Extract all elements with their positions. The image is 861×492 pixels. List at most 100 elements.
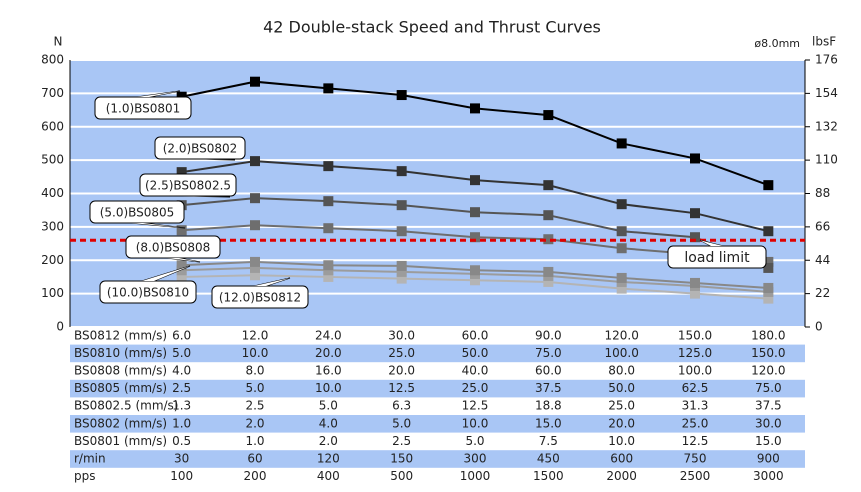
y2-tick-label: 176 <box>815 53 838 67</box>
table-cell: 25.0 <box>388 346 415 360</box>
table-cell: 10.0 <box>315 381 342 395</box>
data-marker <box>470 265 480 276</box>
table-cell: 7.5 <box>539 434 558 448</box>
table-cell: 90.0 <box>535 328 562 342</box>
table-cell: 100 <box>170 469 193 483</box>
data-marker <box>176 225 187 236</box>
table-cell: 75.0 <box>535 346 562 360</box>
table-cell: 37.5 <box>535 381 562 395</box>
data-marker <box>323 271 334 282</box>
table-cell: 4.0 <box>319 416 338 430</box>
table-cell: 50.0 <box>608 381 635 395</box>
data-marker <box>323 161 334 172</box>
table-cell: 62.5 <box>682 381 709 395</box>
series-label: (12.0)BS0812 <box>219 291 301 305</box>
table-row-band <box>70 415 805 433</box>
table-cell: 900 <box>757 452 780 466</box>
data-marker <box>396 266 407 277</box>
table-cell: 1.3 <box>172 399 191 413</box>
row-label: BS0810 (mm/s) <box>74 346 167 360</box>
table-cell: 400 <box>317 469 340 483</box>
table-cell: 25.0 <box>682 416 709 430</box>
y-tick-label: 800 <box>41 53 64 67</box>
table-cell: 60.0 <box>462 328 489 342</box>
table-cell: 2.5 <box>172 381 191 395</box>
table-cell: 150 <box>390 452 413 466</box>
data-marker <box>690 208 700 219</box>
y-tick-label: 100 <box>41 286 64 300</box>
data-marker <box>763 180 774 191</box>
table-cell: 2.5 <box>392 434 411 448</box>
y2-tick-label: 154 <box>815 86 838 100</box>
series-label: (1.0)BS0801 <box>106 102 181 116</box>
y2-tick-label: 66 <box>815 219 830 233</box>
data-marker <box>763 226 774 237</box>
data-marker <box>323 260 334 271</box>
table-cell: 5.0 <box>245 381 264 395</box>
table-cell: 150.0 <box>751 346 785 360</box>
y-tick-label: 200 <box>41 253 64 267</box>
table-cell: 15.0 <box>755 434 782 448</box>
data-marker <box>616 243 627 254</box>
data-marker <box>470 275 480 286</box>
table-cell: 75.0 <box>755 381 782 395</box>
table-cell: 12.5 <box>682 434 709 448</box>
series-label-pointer-join <box>254 278 290 286</box>
table-cell: 37.5 <box>755 399 782 413</box>
data-marker <box>323 196 334 207</box>
table-cell: 120.0 <box>751 364 785 378</box>
data-marker <box>616 199 627 210</box>
table-cell: 100.0 <box>604 346 638 360</box>
chart-title: 42 Double-stack Speed and Thrust Curves <box>263 18 601 37</box>
y-tick-label: 500 <box>41 153 64 167</box>
table-cell: 600 <box>610 452 633 466</box>
table-row-band <box>70 450 805 468</box>
data-marker <box>396 200 407 211</box>
table-cell: 25.0 <box>608 399 635 413</box>
y2-axis-label: lbsF <box>812 35 836 49</box>
note: ø8.0mm <box>754 37 800 50</box>
table-cell: 8.0 <box>245 364 264 378</box>
series-label-pointer-join <box>167 258 200 262</box>
table-cell: 20.0 <box>388 364 415 378</box>
data-marker <box>543 234 554 245</box>
table-cell: 1.0 <box>172 416 191 430</box>
table-cell: 40.0 <box>462 364 489 378</box>
data-marker <box>690 153 700 164</box>
data-marker <box>250 262 260 273</box>
y-axis-label: N <box>54 35 63 49</box>
data-marker <box>543 276 554 287</box>
series-label: (5.0)BS0805 <box>100 206 175 220</box>
table-cell: 2000 <box>606 469 637 483</box>
data-marker <box>250 156 260 167</box>
table-cell: 1500 <box>533 469 564 483</box>
table-cell: 25.0 <box>462 381 489 395</box>
row-label: r/min <box>74 452 106 466</box>
series-label-pointer-join <box>142 266 190 281</box>
data-marker <box>763 293 774 304</box>
table-cell: 120.0 <box>604 328 638 342</box>
y-tick-label: 0 <box>56 320 64 334</box>
table-cell: 30.0 <box>388 328 415 342</box>
table-cell: 31.3 <box>682 399 709 413</box>
series-label-pointer-join <box>182 196 230 197</box>
data-marker <box>323 83 334 94</box>
row-label: BS0812 (mm/s) <box>74 328 167 342</box>
series-label-pointer-join <box>131 223 185 228</box>
data-marker <box>543 180 554 191</box>
table-cell: 1000 <box>460 469 491 483</box>
data-marker <box>616 226 627 237</box>
data-marker <box>543 266 554 277</box>
y-tick-label: 600 <box>41 119 64 133</box>
y2-tick-label: 110 <box>815 153 838 167</box>
series-label: (10.0)BS0810 <box>107 286 189 300</box>
table-cell: 60 <box>247 452 262 466</box>
table-cell: 2.5 <box>245 399 264 413</box>
y2-tick-label: 22 <box>815 286 830 300</box>
data-marker <box>616 272 627 283</box>
data-marker <box>690 232 700 243</box>
table-cell: 30 <box>174 452 189 466</box>
table-cell: 5.0 <box>319 399 338 413</box>
